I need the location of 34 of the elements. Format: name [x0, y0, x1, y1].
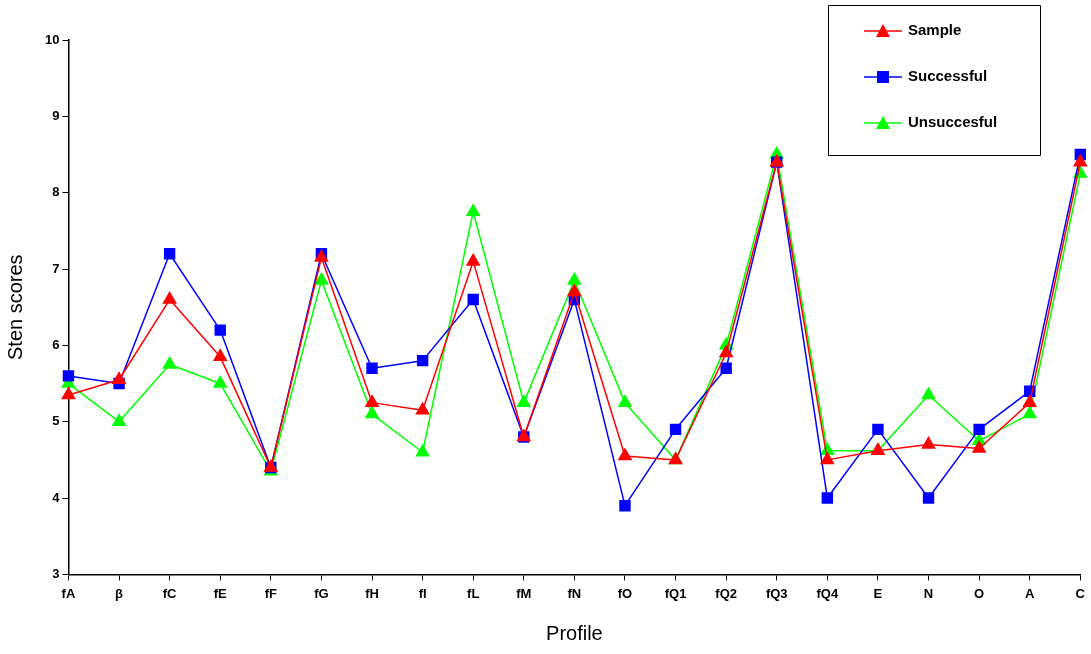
x-tick-label: fG — [314, 585, 329, 601]
y-tick-label: 3 — [52, 565, 60, 581]
y-tick-label: 4 — [52, 489, 61, 505]
x-tick-label: fE — [213, 585, 228, 601]
x-tick-label: fL — [467, 585, 480, 601]
x-tick-label: fF — [264, 585, 278, 601]
x-tick-label: O — [974, 585, 985, 601]
y-tick-label: 6 — [52, 336, 60, 352]
y-tick-label: 5 — [52, 413, 60, 429]
x-tick-label: C — [1075, 585, 1086, 601]
y-tick-label: 10 — [44, 31, 60, 47]
x-tick-label: fO — [617, 585, 633, 601]
x-tick-label: fI — [418, 585, 427, 601]
x-tick-label: fQ4 — [816, 585, 839, 601]
x-tick-label: fN — [567, 585, 582, 601]
y-tick-label: 8 — [52, 184, 60, 200]
y-tick-label: 9 — [52, 107, 60, 123]
legend-label: Successful — [908, 67, 988, 85]
x-tick-label: fH — [365, 585, 379, 601]
x-tick-label: fQ3 — [765, 585, 788, 601]
x-tick-label: N — [923, 585, 934, 601]
x-tick-label: E — [873, 585, 883, 601]
x-tick-label: A — [1025, 585, 1036, 601]
y-axis-title: Sten scores — [3, 254, 26, 360]
x-tick-label: fM — [516, 585, 532, 601]
x-tick-label: fA — [61, 585, 76, 601]
legend-label: Sample — [908, 21, 962, 39]
x-tick-label: β — [115, 585, 124, 601]
x-tick-label: fQ2 — [715, 585, 737, 601]
x-tick-label: fC — [162, 585, 178, 601]
y-tick-label: 7 — [52, 260, 60, 276]
legend-label: Unsuccesful — [908, 113, 998, 131]
x-axis-title: Profile — [546, 621, 603, 644]
x-tick-label: fQ1 — [664, 585, 687, 601]
